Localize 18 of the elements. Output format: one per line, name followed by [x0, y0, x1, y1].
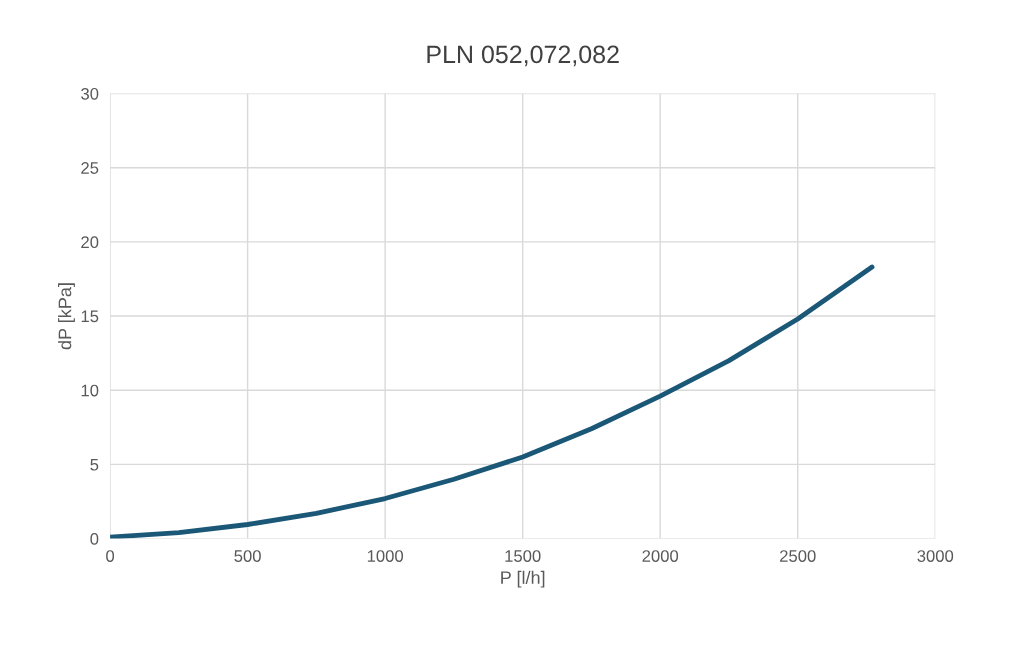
y-tick-label: 25 — [81, 162, 99, 174]
x-tick-label: 2500 — [780, 550, 816, 562]
y-tick-label: 10 — [81, 384, 99, 397]
x-tick-label: 2000 — [642, 550, 679, 562]
x-tick-label: 3000 — [917, 550, 954, 562]
x-axis-title: P [l/h] — [501, 570, 545, 588]
x-tick-label: 500 — [234, 550, 261, 562]
y-tick-label: 15 — [81, 310, 99, 323]
y-axis-title: dP [kPa] — [58, 283, 75, 350]
chart-title: PLN 052,072,082 — [427, 45, 619, 67]
x-tick-label: 1000 — [367, 550, 404, 562]
x-tick-label: 1500 — [505, 550, 541, 562]
y-tick-label: 0 — [90, 532, 99, 545]
y-tick-label: 30 — [81, 87, 99, 100]
y-tick-label: 5 — [90, 458, 99, 471]
y-tick-label: 20 — [81, 236, 99, 249]
x-tick-label: 0 — [106, 550, 115, 562]
line-series — [110, 264, 875, 539]
